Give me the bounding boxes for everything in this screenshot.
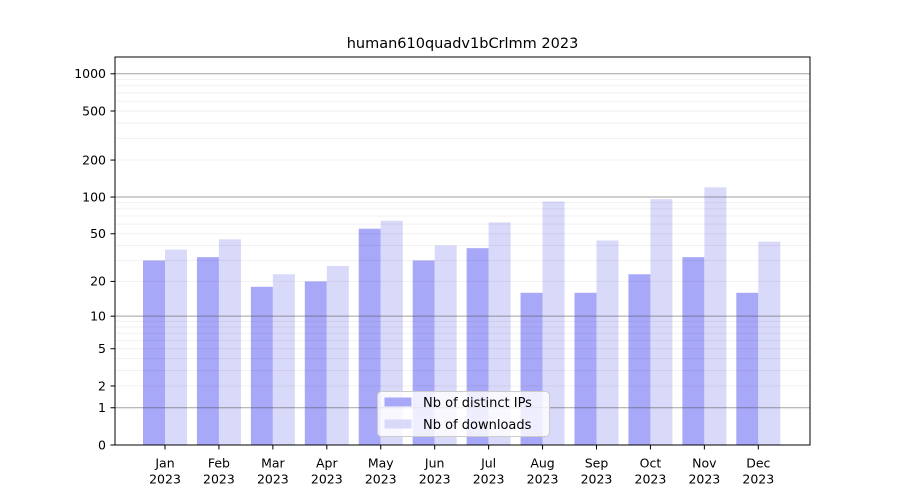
bar-distinct-ips-jan <box>143 260 165 445</box>
x-tick-label-month-apr: Apr <box>316 456 338 471</box>
x-tick-label-month-jun: Jun <box>424 456 445 471</box>
bar-downloads-mar <box>272 274 295 445</box>
y-tick-label-2: 2 <box>98 378 106 393</box>
x-tick-label-year-nov: 2023 <box>688 472 720 487</box>
x-tick-label-month-dec: Dec <box>746 456 770 471</box>
x-tick-label-month-mar: Mar <box>261 456 285 471</box>
x-axis: Jan2023Feb2023Mar2023Apr2023May2023Jun20… <box>149 445 774 487</box>
bar-downloads-aug <box>542 201 565 445</box>
grid-group <box>115 73 810 409</box>
x-tick-label-month-feb: Feb <box>208 456 230 471</box>
chart-title: human610quadv1bCrlmm 2023 <box>346 36 579 52</box>
x-tick-label-year-jul: 2023 <box>473 472 505 487</box>
bar-downloads-jul <box>488 222 511 445</box>
x-tick-label-month-nov: Nov <box>692 456 717 471</box>
x-tick-label-year-feb: 2023 <box>203 472 235 487</box>
x-tick-label-month-jul: Jul <box>480 456 496 471</box>
legend-swatch-distinct-ips <box>384 397 412 407</box>
bar-distinct-ips-nov <box>682 257 705 445</box>
y-tick-label-50: 50 <box>90 226 106 241</box>
bar-distinct-ips-mar <box>250 286 273 445</box>
legend-label-distinct-ips: Nb of distinct IPs <box>423 396 532 411</box>
legend: Nb of distinct IPs Nb of downloads <box>377 391 550 437</box>
x-tick-label-month-may: May <box>368 456 394 471</box>
y-tick-label-500: 500 <box>82 103 106 118</box>
legend-swatch-downloads <box>384 419 412 429</box>
x-tick-label-year-mar: 2023 <box>257 472 289 487</box>
bar-distinct-ips-apr <box>304 281 327 445</box>
x-tick-label-month-aug: Aug <box>530 456 554 471</box>
y-tick-label-100: 100 <box>82 189 106 204</box>
x-tick-label-month-sep: Sep <box>585 456 609 471</box>
y-tick-label-1: 1 <box>98 400 106 415</box>
bar-downloads-may <box>380 220 403 445</box>
bar-downloads-dec <box>758 241 781 445</box>
bar-downloads-oct <box>650 199 673 445</box>
x-tick-label-year-oct: 2023 <box>635 472 667 487</box>
x-tick-label-year-apr: 2023 <box>311 472 343 487</box>
y-tick-label-0: 0 <box>98 437 106 452</box>
legend-label-downloads: Nb of downloads <box>423 418 532 433</box>
y-tick-label-1000: 1000 <box>74 66 106 81</box>
bar-downloads-apr <box>326 265 349 445</box>
x-tick-label-month-jan: Jan <box>154 456 174 471</box>
y-tick-label-20: 20 <box>90 274 106 289</box>
x-tick-label-year-may: 2023 <box>365 472 397 487</box>
y-tick-label-10: 10 <box>90 308 106 323</box>
y-tick-label-200: 200 <box>82 152 106 167</box>
x-tick-label-year-jan: 2023 <box>149 472 181 487</box>
bar-distinct-ips-sep <box>574 292 597 445</box>
y-tick-label-5: 5 <box>98 341 106 356</box>
x-tick-label-year-sep: 2023 <box>581 472 613 487</box>
x-tick-label-month-oct: Oct <box>640 456 662 471</box>
bar-distinct-ips-oct <box>628 274 651 445</box>
bar-downloads-feb <box>218 239 241 445</box>
x-tick-label-year-jun: 2023 <box>419 472 451 487</box>
legend-box <box>377 391 550 437</box>
x-tick-label-year-dec: 2023 <box>742 472 774 487</box>
bar-downloads-sep <box>596 240 619 445</box>
bar-distinct-ips-feb <box>196 257 219 445</box>
bar-distinct-ips-dec <box>736 292 759 445</box>
bar-downloads-jan <box>165 249 187 445</box>
x-tick-label-year-aug: 2023 <box>527 472 559 487</box>
y-axis: 0 1 2 5 10 20 50 100 200 500 1000 <box>74 66 115 452</box>
bar-distinct-ips-may <box>358 228 381 445</box>
